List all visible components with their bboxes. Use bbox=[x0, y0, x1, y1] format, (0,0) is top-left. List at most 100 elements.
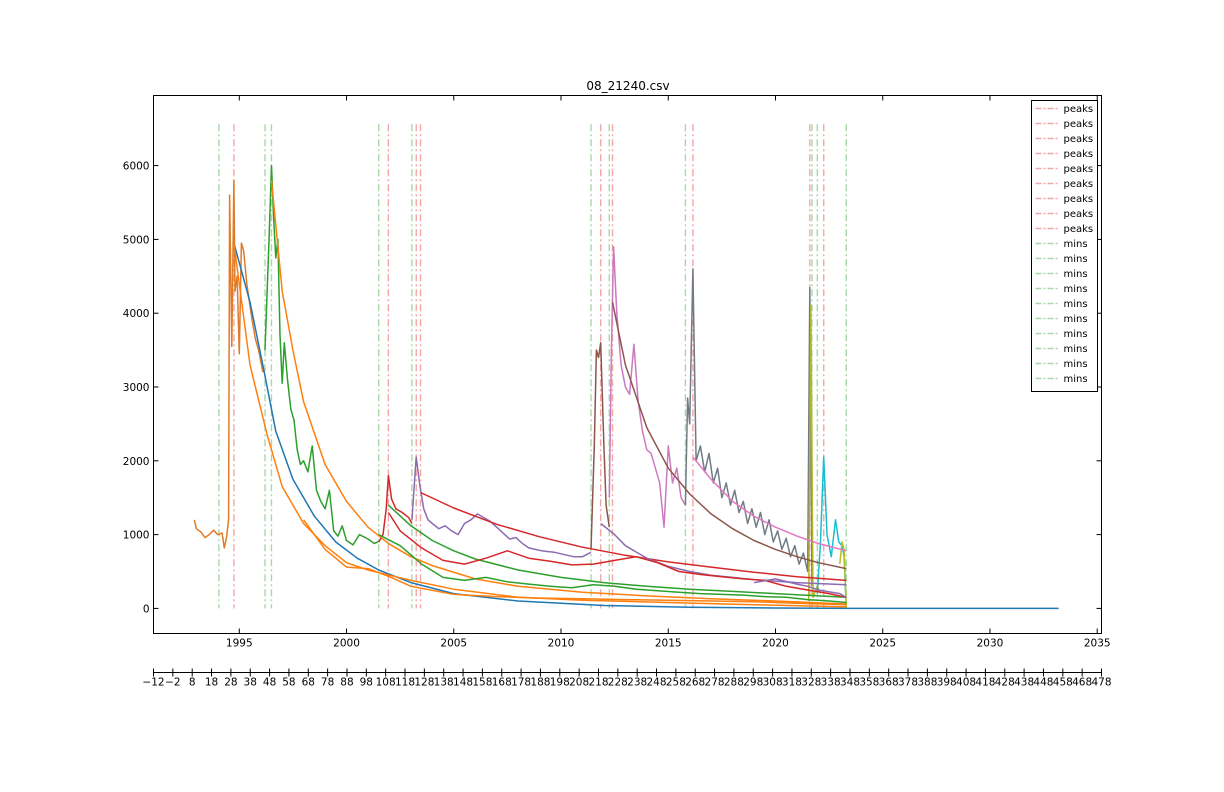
series-line bbox=[753, 578, 847, 598]
legend-label: mins bbox=[1064, 239, 1088, 250]
series-line bbox=[608, 246, 687, 528]
index-tick-label: 158 bbox=[472, 677, 492, 689]
legend-label: mins bbox=[1064, 269, 1088, 280]
index-tick-label: 78 bbox=[321, 677, 334, 689]
index-tick-label: 128 bbox=[414, 677, 434, 689]
series-line bbox=[839, 541, 848, 609]
index-tick-label: 328 bbox=[801, 677, 821, 689]
legend-box bbox=[1031, 100, 1098, 392]
index-tick-label: 58 bbox=[282, 677, 295, 689]
series-line bbox=[420, 491, 847, 582]
index-tick-label: 188 bbox=[530, 677, 550, 689]
legend-label: mins bbox=[1064, 299, 1088, 310]
index-tick-label: 408 bbox=[956, 677, 976, 689]
index-tick-label: 308 bbox=[763, 677, 783, 689]
legend-label: peaks bbox=[1064, 149, 1094, 160]
chart-title: 08_21240.csv bbox=[586, 79, 669, 93]
x-tick-label: 2025 bbox=[869, 638, 896, 650]
index-tick-label: 138 bbox=[434, 677, 454, 689]
x-tick-label: 2000 bbox=[333, 638, 360, 650]
series-line bbox=[387, 512, 847, 599]
legend-label: mins bbox=[1064, 284, 1088, 295]
series-line bbox=[378, 474, 413, 543]
index-tick-label: 278 bbox=[705, 677, 725, 689]
y-tick-label: 5000 bbox=[123, 234, 150, 246]
y-tick-label: 3000 bbox=[123, 382, 150, 394]
index-tick-label: 348 bbox=[840, 677, 860, 689]
index-tick-label: 378 bbox=[898, 677, 918, 689]
x-tick-label: 2010 bbox=[548, 638, 575, 650]
index-tick-label: 428 bbox=[995, 677, 1015, 689]
index-tick-label: 248 bbox=[646, 677, 666, 689]
index-tick-label: 168 bbox=[492, 677, 512, 689]
x-tick-label: 2030 bbox=[977, 638, 1004, 650]
index-tick-label: 398 bbox=[937, 677, 957, 689]
index-tick-label: 258 bbox=[666, 677, 686, 689]
legend-label: mins bbox=[1064, 254, 1088, 265]
legend: peaks peaks peaks peaks peaks peaks peaks peaks… bbox=[1031, 100, 1098, 392]
legend-label: peaks bbox=[1064, 179, 1094, 190]
series-line bbox=[270, 180, 847, 605]
index-tick-label: 288 bbox=[724, 677, 744, 689]
index-tick-label: 438 bbox=[1014, 677, 1034, 689]
index-tick-label: 218 bbox=[588, 677, 608, 689]
index-tick-label: 118 bbox=[395, 677, 415, 689]
index-tick-label: 178 bbox=[511, 677, 531, 689]
index-tick-label: 268 bbox=[685, 677, 705, 689]
legend-label: mins bbox=[1064, 329, 1088, 340]
index-tick-label: 478 bbox=[1091, 677, 1111, 689]
index-tick-label: 458 bbox=[1053, 677, 1073, 689]
index-tick-label: 358 bbox=[859, 677, 879, 689]
index-tick-label: 18 bbox=[205, 677, 218, 689]
series-line bbox=[590, 341, 611, 550]
legend-label: peaks bbox=[1064, 134, 1094, 145]
index-tick-label: −12 bbox=[142, 677, 164, 689]
legend-label: mins bbox=[1064, 344, 1088, 355]
index-tick-label: −2 bbox=[165, 677, 180, 689]
index-tick-label: 28 bbox=[224, 677, 237, 689]
index-tick-label: 98 bbox=[360, 677, 373, 689]
series-line bbox=[611, 301, 847, 570]
series-line bbox=[816, 456, 848, 609]
index-tick-label: 388 bbox=[917, 677, 937, 689]
index-tick-label: 68 bbox=[302, 677, 315, 689]
series-line bbox=[302, 519, 847, 606]
index-tick-label: 318 bbox=[782, 677, 802, 689]
index-tick-label: 418 bbox=[975, 677, 995, 689]
index-tick-label: 48 bbox=[263, 677, 276, 689]
series-line bbox=[600, 522, 847, 586]
index-tick-label: 368 bbox=[879, 677, 899, 689]
index-tick-label: 238 bbox=[627, 677, 647, 689]
x-tick-label: 2020 bbox=[762, 638, 789, 650]
legend-label: peaks bbox=[1064, 224, 1094, 235]
index-tick-label: 448 bbox=[1033, 677, 1053, 689]
x-tick-label: 1995 bbox=[226, 638, 253, 650]
legend-label: peaks bbox=[1064, 119, 1094, 130]
index-tick-label: 38 bbox=[244, 677, 257, 689]
x-tick-label: 2035 bbox=[1084, 638, 1111, 650]
index-tick-label: 198 bbox=[550, 677, 570, 689]
y-tick-label: 1000 bbox=[123, 530, 150, 542]
y-axis: 0 1000 2000 3000 4000 5000 6000 bbox=[123, 161, 1102, 615]
legend-label: peaks bbox=[1064, 104, 1094, 115]
index-tick-label: 108 bbox=[376, 677, 396, 689]
series-line bbox=[411, 456, 592, 558]
legend-label: mins bbox=[1064, 359, 1088, 370]
series-line bbox=[684, 268, 813, 587]
index-tick-label: 228 bbox=[608, 677, 628, 689]
legend-label: mins bbox=[1064, 314, 1088, 325]
index-tick-label: 148 bbox=[453, 677, 473, 689]
index-tick-label: 208 bbox=[569, 677, 589, 689]
x-axis-index: −12 −2 8 18 28 38 48 58 68 78 88 98 108 118 128 138 148 1… bbox=[142, 668, 1112, 689]
index-tick-label: 468 bbox=[1072, 677, 1092, 689]
index-tick-label: 8 bbox=[189, 677, 196, 689]
x-tick-label: 2015 bbox=[655, 638, 682, 650]
plot-frame bbox=[153, 95, 1102, 634]
x-axis-years: 1995 2000 2005 2010 2015 2020 2025 2030 2035 bbox=[226, 95, 1111, 650]
y-tick-label: 4000 bbox=[123, 308, 150, 320]
legend-label: mins bbox=[1064, 374, 1088, 385]
series-line bbox=[692, 456, 847, 552]
y-tick-label: 6000 bbox=[123, 161, 150, 173]
y-tick-label: 0 bbox=[143, 603, 150, 615]
